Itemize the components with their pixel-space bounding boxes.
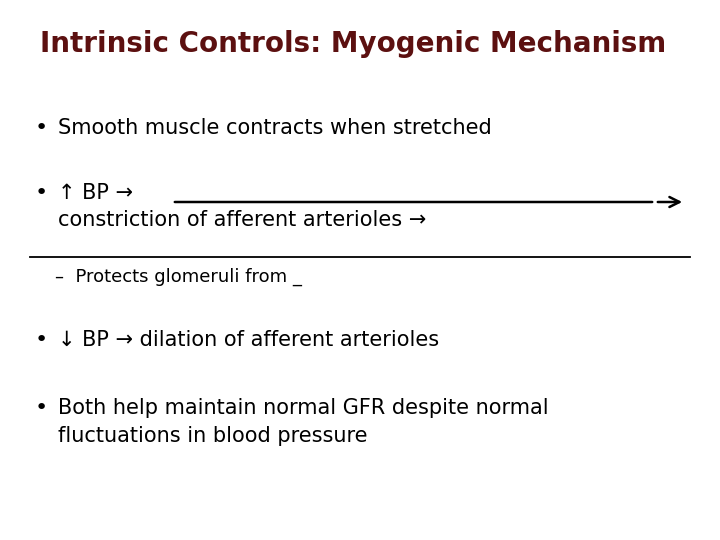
Text: •: • bbox=[35, 330, 48, 350]
Text: •: • bbox=[35, 183, 48, 203]
Text: Smooth muscle contracts when stretched: Smooth muscle contracts when stretched bbox=[58, 118, 492, 138]
Text: Intrinsic Controls: Myogenic Mechanism: Intrinsic Controls: Myogenic Mechanism bbox=[40, 30, 666, 58]
Text: •: • bbox=[35, 118, 48, 138]
Text: –  Protects glomeruli from _: – Protects glomeruli from _ bbox=[55, 268, 302, 286]
Text: •: • bbox=[35, 398, 48, 418]
Text: constriction of afferent arterioles →: constriction of afferent arterioles → bbox=[58, 210, 426, 230]
Text: ↓ BP → dilation of afferent arterioles: ↓ BP → dilation of afferent arterioles bbox=[58, 330, 439, 350]
Text: ↑ BP →: ↑ BP → bbox=[58, 183, 133, 203]
Text: Both help maintain normal GFR despite normal
fluctuations in blood pressure: Both help maintain normal GFR despite no… bbox=[58, 398, 549, 446]
